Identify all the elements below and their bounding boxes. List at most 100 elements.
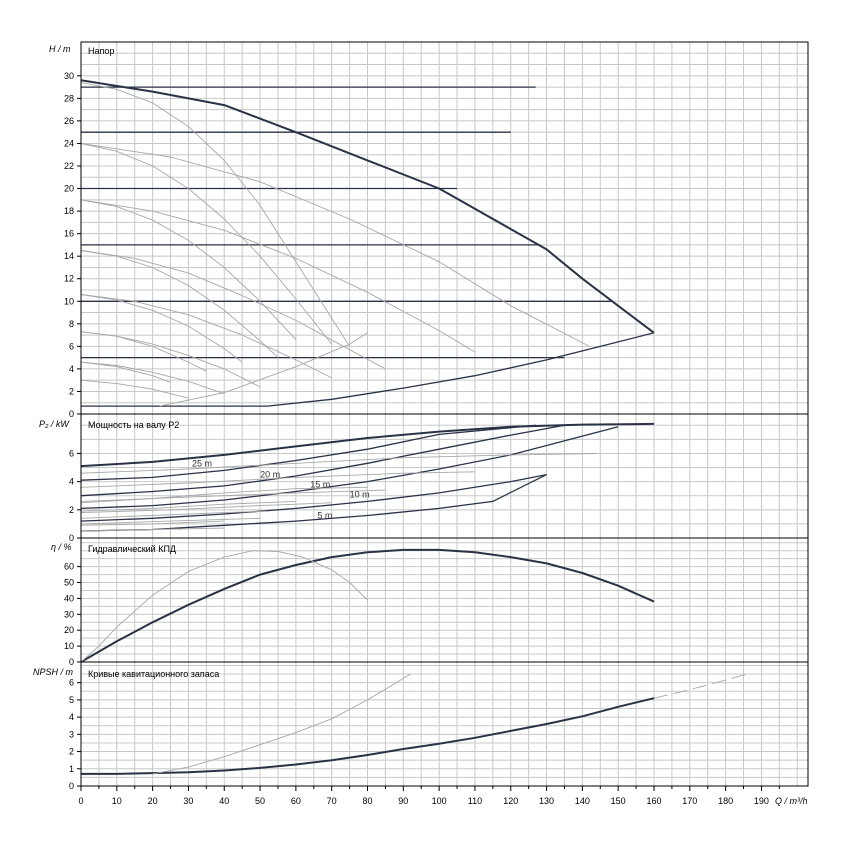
power-series-speed-small xyxy=(80,500,296,512)
x-tick-label: 30 xyxy=(183,796,193,806)
head-y-tick: 18 xyxy=(64,206,74,216)
head-series-speed xyxy=(80,143,590,347)
power-series-duty xyxy=(80,474,547,532)
head-series-speed-small xyxy=(80,199,297,340)
power-series-max xyxy=(80,422,655,468)
npsh-series-max xyxy=(81,697,655,775)
head-y-tick: 0 xyxy=(69,409,74,419)
head-y-tick: 26 xyxy=(64,116,74,126)
power-curve-label: 25 m xyxy=(192,458,212,468)
head-series-min-small xyxy=(159,332,368,407)
npsh-series-small xyxy=(152,673,411,775)
head-y-tick: 16 xyxy=(64,229,74,239)
x-tick-label: 90 xyxy=(398,796,408,806)
x-tick-label: 130 xyxy=(539,796,554,806)
head-y-tick: 14 xyxy=(64,251,74,261)
power-curve-label: 20 m xyxy=(260,470,280,480)
power-series-duty xyxy=(80,473,547,522)
power-y-tick: 2 xyxy=(69,505,74,515)
efficiency-panel-frame xyxy=(80,537,809,663)
npsh-series-max-dash xyxy=(653,673,748,699)
head-series-min xyxy=(81,332,655,407)
power-curve-label: 15 m xyxy=(310,479,330,489)
head-y-tick: 20 xyxy=(64,184,74,194)
head-series-speed-small xyxy=(80,331,207,372)
head-y-tick: 2 xyxy=(69,386,74,396)
x-tick-label: 50 xyxy=(255,796,265,806)
x-tick-label: 20 xyxy=(148,796,158,806)
x-tick-label: 70 xyxy=(327,796,337,806)
efficiency-y-tick: 60 xyxy=(64,562,74,572)
labels: Q / m³/h Напор Мощность на валу P2 Гидра… xyxy=(33,44,808,806)
power-y-tick: 6 xyxy=(69,448,74,458)
npsh-y-tick: 3 xyxy=(69,729,74,739)
head-panel-title: Напор xyxy=(88,46,114,56)
power-y-tick: 4 xyxy=(69,477,74,487)
head-y-tick: 12 xyxy=(64,274,74,284)
frame xyxy=(77,41,809,791)
npsh-panel-title: Кривые кавитационного запаса xyxy=(88,669,219,679)
x-tick-label: 10 xyxy=(112,796,122,806)
head-y-tick: 22 xyxy=(64,161,74,171)
power-y-tick: 0 xyxy=(69,533,74,543)
x-axis-label: Q / m³/h xyxy=(775,796,808,806)
head-y-tick: 24 xyxy=(64,138,74,148)
power-panel-frame xyxy=(80,413,809,539)
efficiency-y-tick: 0 xyxy=(69,657,74,667)
power-series-duty xyxy=(80,424,536,481)
x-tick-label: 0 xyxy=(78,796,83,806)
efficiency-y-tick: 10 xyxy=(64,641,74,651)
power-series-speed-small xyxy=(80,520,225,526)
x-tick-label: 110 xyxy=(468,796,482,806)
head-series-speed xyxy=(80,361,225,395)
efficiency-series-max xyxy=(80,548,655,663)
head-y-tick: 8 xyxy=(69,319,74,329)
head-series-speed-small xyxy=(80,250,279,358)
head-y-tick: 4 xyxy=(69,364,74,374)
x-tick-label: 40 xyxy=(219,796,229,806)
head-series-speed-small xyxy=(80,294,243,363)
head-y-tick: 28 xyxy=(64,93,74,103)
x-tick-label: 120 xyxy=(503,796,518,806)
efficiency-panel-title: Гидравлический КПД xyxy=(88,544,176,554)
head-y-label: H / m xyxy=(49,44,71,54)
head-series-speed xyxy=(80,199,476,353)
x-tick-label: 190 xyxy=(754,796,769,806)
head-series-speed xyxy=(80,379,189,399)
power-curve-label: 10 m xyxy=(350,489,370,499)
head-series-speed-small xyxy=(80,143,333,345)
x-tick-label: 100 xyxy=(432,796,447,806)
x-tick-label: 160 xyxy=(646,796,661,806)
power-series-speed-small xyxy=(80,486,368,504)
head-y-tick: 30 xyxy=(64,71,74,81)
x-tick-label: 170 xyxy=(682,796,697,806)
head-series-speed-small xyxy=(80,82,350,347)
npsh-y-tick: 5 xyxy=(69,695,74,705)
efficiency-y-label: η / % xyxy=(51,542,72,552)
efficiency-y-tick: 50 xyxy=(64,578,74,588)
power-series-duty xyxy=(80,423,569,497)
head-series-speed-small xyxy=(80,361,171,383)
head-series-speed xyxy=(80,294,332,379)
power-series-speed-small xyxy=(80,510,268,519)
x-tick-label: 180 xyxy=(718,796,733,806)
power-panel-title: Мощность на валу P2 xyxy=(88,420,179,430)
power-y-label: P₂ / kW xyxy=(39,419,70,429)
power-series-speed xyxy=(80,453,597,474)
head-y-tick: 6 xyxy=(69,341,74,351)
npsh-y-tick: 2 xyxy=(69,747,74,757)
power-series-speed xyxy=(80,471,475,488)
head-y-tick: 10 xyxy=(64,296,74,306)
power-series-speed xyxy=(80,527,225,532)
x-tick-label: 80 xyxy=(362,796,372,806)
series-layer xyxy=(80,79,748,775)
x-tick-label: 60 xyxy=(291,796,301,806)
power-series-speed xyxy=(80,502,332,514)
x-tick-label: 150 xyxy=(611,796,626,806)
npsh-y-tick: 0 xyxy=(69,781,74,791)
head-series-speed xyxy=(80,250,386,370)
npsh-y-tick: 4 xyxy=(69,712,74,722)
efficiency-series-small xyxy=(80,550,368,663)
npsh-y-tick: 1 xyxy=(69,764,74,774)
